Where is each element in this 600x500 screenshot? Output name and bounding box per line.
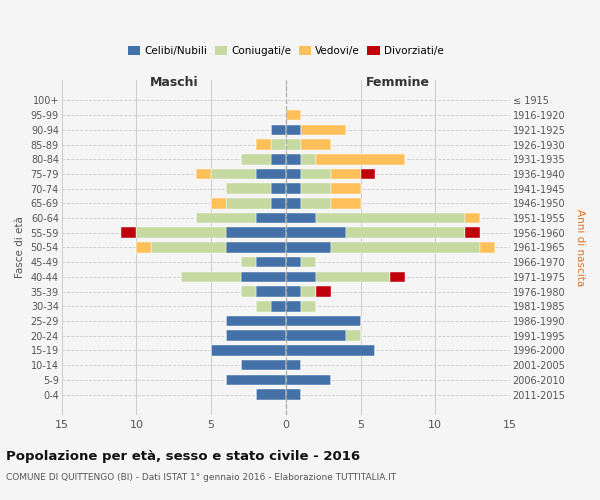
Bar: [286, 301, 301, 312]
Bar: [241, 272, 286, 282]
Text: Femmine: Femmine: [366, 76, 430, 88]
Bar: [256, 286, 286, 297]
Bar: [316, 286, 331, 297]
Bar: [151, 242, 226, 253]
Bar: [286, 198, 301, 208]
Bar: [286, 124, 301, 135]
Bar: [136, 228, 226, 238]
Bar: [286, 168, 301, 179]
Bar: [256, 390, 286, 400]
Legend: Celibi/Nubili, Coniugati/e, Vedovi/e, Divorziati/e: Celibi/Nubili, Coniugati/e, Vedovi/e, Di…: [124, 42, 448, 60]
Bar: [211, 345, 286, 356]
Text: Maschi: Maschi: [149, 76, 198, 88]
Bar: [226, 374, 286, 385]
Bar: [301, 257, 316, 268]
Bar: [286, 316, 361, 326]
Y-axis label: Fasce di età: Fasce di età: [15, 216, 25, 278]
Bar: [256, 301, 271, 312]
Bar: [196, 168, 211, 179]
Bar: [226, 242, 286, 253]
Bar: [241, 257, 256, 268]
Bar: [226, 198, 271, 208]
Bar: [241, 154, 271, 164]
Bar: [361, 168, 376, 179]
Bar: [226, 316, 286, 326]
Text: Popolazione per età, sesso e stato civile - 2016: Popolazione per età, sesso e stato civil…: [6, 450, 360, 463]
Bar: [181, 272, 241, 282]
Bar: [226, 228, 286, 238]
Bar: [136, 242, 151, 253]
Bar: [301, 301, 316, 312]
Bar: [271, 198, 286, 208]
Bar: [465, 213, 480, 224]
Bar: [271, 301, 286, 312]
Bar: [301, 198, 331, 208]
Bar: [286, 360, 301, 370]
Bar: [286, 272, 316, 282]
Bar: [226, 330, 286, 341]
Bar: [346, 330, 361, 341]
Bar: [301, 154, 316, 164]
Bar: [226, 184, 271, 194]
Bar: [301, 139, 331, 150]
Bar: [241, 286, 256, 297]
Bar: [301, 184, 331, 194]
Bar: [286, 330, 346, 341]
Bar: [391, 272, 406, 282]
Bar: [465, 228, 480, 238]
Bar: [286, 242, 331, 253]
Bar: [256, 257, 286, 268]
Bar: [480, 242, 495, 253]
Bar: [286, 257, 301, 268]
Text: COMUNE DI QUITTENGO (BI) - Dati ISTAT 1° gennaio 2016 - Elaborazione TUTTITALIA.: COMUNE DI QUITTENGO (BI) - Dati ISTAT 1°…: [6, 472, 396, 482]
Bar: [316, 154, 406, 164]
Bar: [286, 110, 301, 120]
Bar: [346, 228, 465, 238]
Bar: [286, 286, 301, 297]
Y-axis label: Anni di nascita: Anni di nascita: [575, 209, 585, 286]
Bar: [301, 286, 316, 297]
Bar: [331, 184, 361, 194]
Bar: [271, 184, 286, 194]
Bar: [301, 168, 331, 179]
Bar: [286, 213, 316, 224]
Bar: [286, 228, 346, 238]
Bar: [271, 139, 286, 150]
Bar: [256, 168, 286, 179]
Bar: [286, 139, 301, 150]
Bar: [271, 124, 286, 135]
Bar: [121, 228, 136, 238]
Bar: [286, 184, 301, 194]
Bar: [286, 345, 376, 356]
Bar: [271, 154, 286, 164]
Bar: [331, 168, 361, 179]
Bar: [286, 390, 301, 400]
Bar: [196, 213, 256, 224]
Bar: [256, 213, 286, 224]
Bar: [316, 272, 391, 282]
Bar: [331, 242, 480, 253]
Bar: [211, 198, 226, 208]
Bar: [256, 139, 271, 150]
Bar: [286, 374, 331, 385]
Bar: [316, 213, 465, 224]
Bar: [241, 360, 286, 370]
Bar: [286, 154, 301, 164]
Bar: [331, 198, 361, 208]
Bar: [301, 124, 346, 135]
Bar: [211, 168, 256, 179]
